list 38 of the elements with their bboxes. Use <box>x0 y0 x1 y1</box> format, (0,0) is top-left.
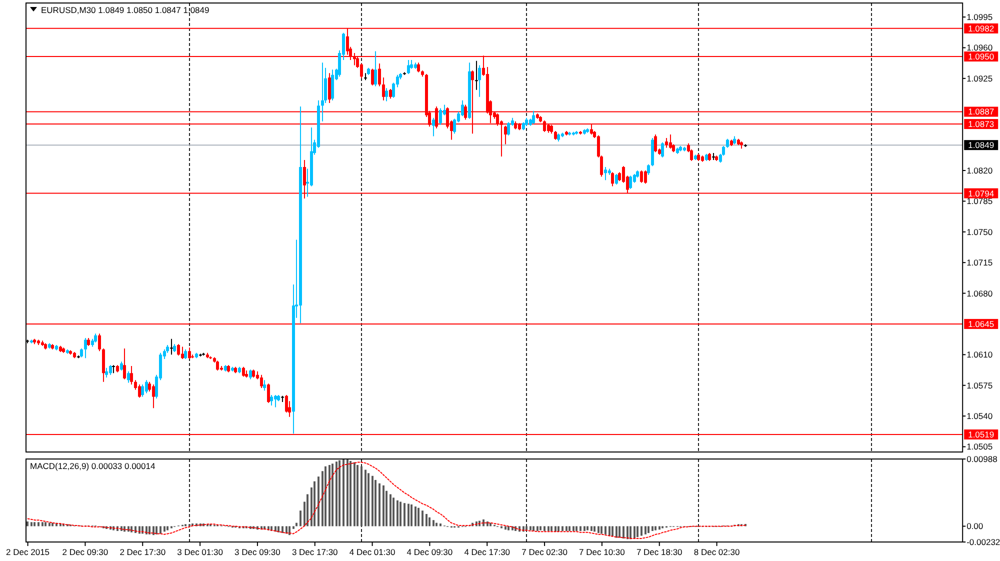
y-tick-label: 0.00 <box>966 521 984 532</box>
y-tick-label: 1.0715 <box>966 258 993 268</box>
chart-title: MACD(12,26,9) 0.00033 0.00014 <box>30 461 156 471</box>
x-tick-label: 7 Dec 18:30 <box>636 547 683 557</box>
y-tick-label: 1.0610 <box>966 350 993 360</box>
ref-line-label: 1.0950 <box>968 51 994 62</box>
x-tick-label: 3 Dec 01:30 <box>177 547 224 557</box>
ref-line-label: 1.0794 <box>968 188 994 198</box>
y-tick-label: 1.0575 <box>966 380 993 390</box>
y-tick-label: 1.0925 <box>966 73 993 84</box>
x-tick-label: 7 Dec 02:30 <box>522 547 568 557</box>
y-tick-label: 0.00988 <box>966 454 998 464</box>
y-tick-label: 1.0960 <box>966 42 993 53</box>
chart-title: EURUSD,M30 1.0849 1.0850 1.0847 1.0849 <box>41 5 210 15</box>
ref-line-label: 1.0982 <box>968 23 994 34</box>
x-tick-label: 8 Dec 02:30 <box>694 547 740 557</box>
ref-line-label: 1.0645 <box>968 318 994 329</box>
ref-line-label: 1.0873 <box>968 119 994 130</box>
y-tick-label: 1.0505 <box>966 442 993 452</box>
y-tick-label: 1.0785 <box>966 196 993 206</box>
x-tick-label: 4 Dec 01:30 <box>349 547 396 557</box>
x-tick-label: 4 Dec 17:30 <box>464 547 510 557</box>
y-tick-label: 1.0750 <box>966 226 993 237</box>
x-tick-label: 2 Dec 09:30 <box>62 547 108 557</box>
y-tick-label: -0.00232 <box>966 537 1000 547</box>
x-tick-label: 7 Dec 10:30 <box>579 547 626 557</box>
y-tick-label: 1.0540 <box>966 411 993 422</box>
x-tick-label: 2 Dec 2015 <box>6 547 50 557</box>
ref-line-label: 1.0849 <box>968 140 994 150</box>
x-tick-label: 3 Dec 17:30 <box>292 547 338 557</box>
x-tick-label: 3 Dec 09:30 <box>234 547 281 557</box>
ref-line-label: 1.0519 <box>968 429 994 440</box>
y-tick-label: 1.0995 <box>966 12 993 22</box>
x-tick-label: 4 Dec 09:30 <box>406 547 453 557</box>
x-tick-label: 2 Dec 17:30 <box>120 547 166 557</box>
ref-line-label: 1.0887 <box>968 106 994 117</box>
y-tick-label: 1.0820 <box>966 166 993 176</box>
y-tick-label: 1.0680 <box>966 288 993 298</box>
